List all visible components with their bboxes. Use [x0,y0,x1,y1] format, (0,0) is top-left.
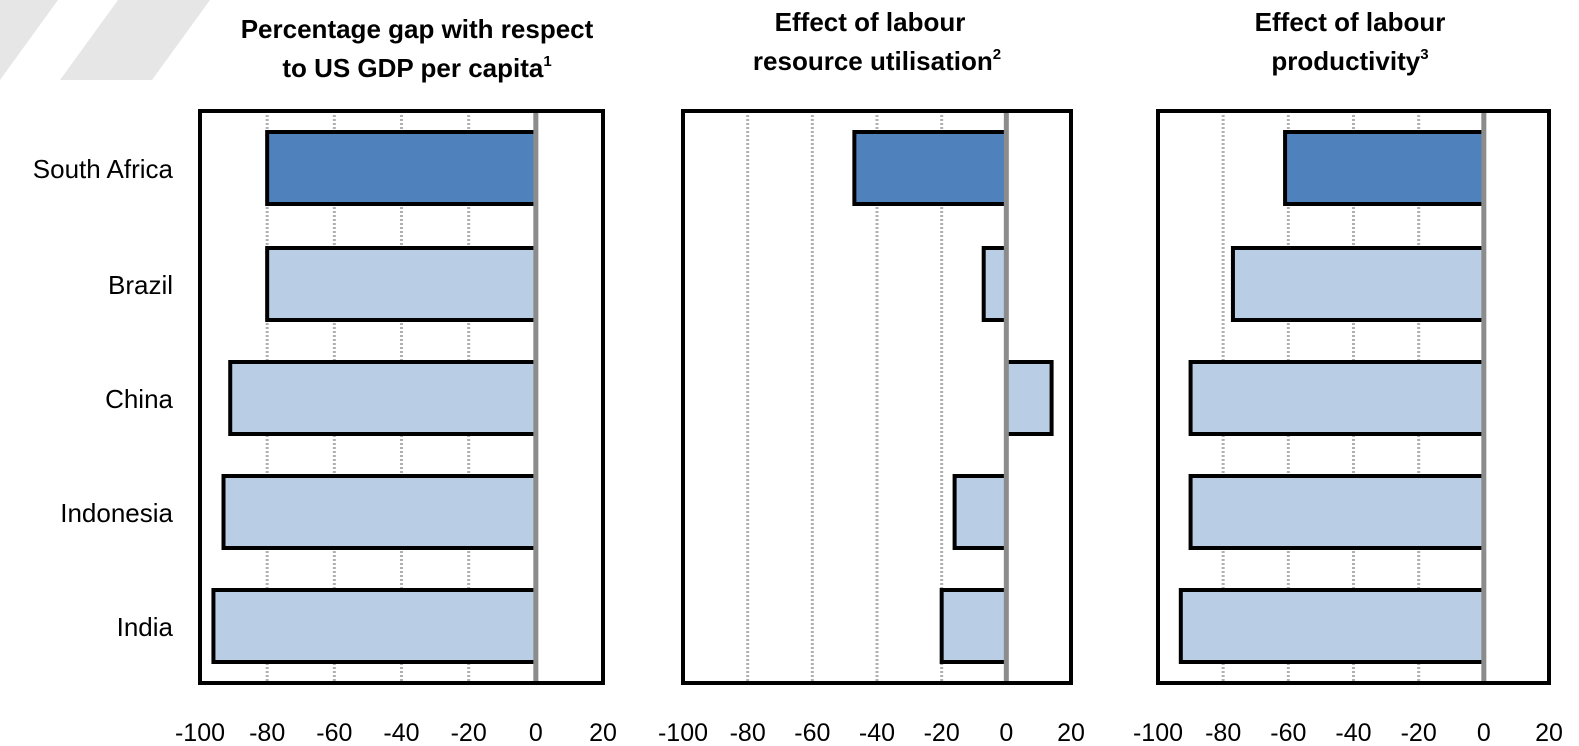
decor-stripe-right [60,0,210,80]
panel-title-line-1: Percentage gap with respect [241,14,594,44]
bar-brazil [1230,246,1486,322]
bar-china [228,360,538,436]
x-tick-label: 20 [1057,719,1085,746]
decor-stripe-left [0,0,58,80]
bar-india [1178,588,1486,664]
bar-south-africa [852,130,1009,206]
bar-south-africa [1283,130,1486,206]
panel-title-line-1: Effect of labour [775,7,966,37]
x-tick-label: -80 [730,719,766,746]
x-tick-label: -20 [924,719,960,746]
bar-india [211,588,538,664]
category-label: South Africa [33,154,174,184]
x-tick-label: -100 [658,719,708,746]
panel-title-line-2: to US GDP per capita1 [282,53,551,83]
bar-indonesia [1188,474,1486,550]
bar-china [1188,360,1486,436]
x-tick-label: -80 [1205,719,1241,746]
category-label: Brazil [108,270,173,300]
footnote-marker: 3 [1420,46,1428,63]
panel-title-line-2: resource utilisation2 [753,46,1001,76]
x-tick-label: -20 [1401,719,1437,746]
panel-labour-productivity: Effect of labour productivity3 -100 -80 -6… [1133,7,1563,746]
bar-india [939,588,1009,664]
bar-brazil [981,246,1009,322]
panel-title-line-2: productivity3 [1271,46,1428,76]
footnote-marker: 2 [993,46,1001,63]
x-tick-label: -100 [175,719,225,746]
x-tick-label: 0 [1477,719,1491,746]
bar-brazil [265,246,538,322]
x-tick-label: -60 [794,719,830,746]
panel-title-line-1: Effect of labour [1255,7,1446,37]
x-tick-label: -60 [1270,719,1306,746]
category-label: Indonesia [60,498,173,528]
bar-china [1004,360,1054,436]
x-tick-label: -40 [383,719,419,746]
x-tick-label: -20 [451,719,487,746]
panel-labour-utilisation: Effect of labour resource utilisation2 -… [658,7,1085,746]
footnote-marker: 1 [543,53,551,70]
bar-indonesia [221,474,538,550]
category-label: India [117,612,174,642]
x-tick-label: -60 [316,719,352,746]
category-labels: South Africa Brazil China Indonesia India [33,154,174,642]
panel-gdp-gap: Percentage gap with respect to US GDP pe… [175,14,617,746]
x-tick-label: 0 [529,719,543,746]
x-tick-label: 0 [999,719,1013,746]
x-tick-label: -80 [249,719,285,746]
plot-frame [198,109,605,685]
x-tick-label: -40 [1335,719,1371,746]
category-label: China [105,384,173,414]
x-tick-label: -40 [859,719,895,746]
bar-south-africa [265,130,538,206]
x-tick-label: 20 [1535,719,1563,746]
plot-frame [1156,109,1551,685]
x-tick-label: 20 [589,719,617,746]
x-tick-label: -100 [1133,719,1183,746]
background-decoration [0,0,210,80]
plot-frame [681,109,1073,685]
bar-indonesia [952,474,1009,550]
